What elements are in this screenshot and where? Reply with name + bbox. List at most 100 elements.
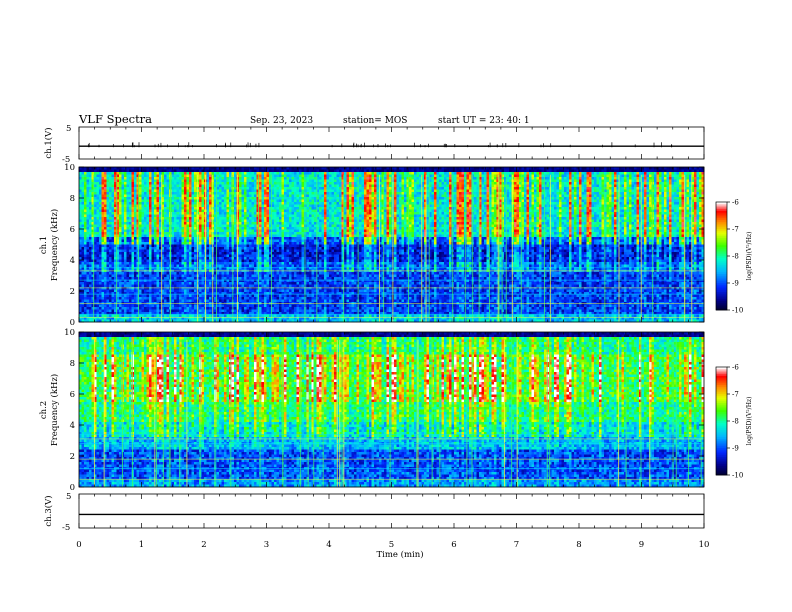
ch1-waveform-ylabel: ch.1(V) — [43, 127, 54, 158]
spectrogram-cell — [129, 245, 132, 248]
spectrogram-cell — [109, 225, 112, 228]
spectrogram-cell — [107, 257, 110, 260]
spectrogram-cell — [94, 217, 97, 220]
spectrogram-cell — [82, 220, 85, 223]
spectrogram-cell — [124, 205, 127, 208]
spectrogram-cell — [119, 212, 122, 215]
spectrogram-cell — [79, 220, 82, 223]
spectrogram-cell — [122, 210, 125, 213]
spectrogram-cell — [122, 202, 125, 205]
spectrogram-cell — [119, 210, 122, 213]
spectrogram-cell — [107, 185, 110, 188]
spectrogram-cell — [109, 215, 112, 218]
spectrogram-cell — [82, 205, 85, 208]
spectrogram-cell — [112, 307, 115, 310]
spectrogram-cell — [84, 295, 87, 298]
spectrogram-cell — [127, 205, 130, 208]
spectrogram-cell — [84, 272, 87, 275]
spectrogram-cell — [87, 210, 90, 213]
spectrogram-cell — [127, 197, 130, 200]
spectrogram-cell — [124, 282, 127, 285]
spectrogram-cell — [112, 232, 115, 235]
spectrogram-cell — [109, 237, 112, 240]
spectrogram-cell — [94, 222, 97, 225]
spectrogram-cell — [122, 167, 125, 170]
spectrogram-cell — [127, 257, 130, 260]
spectrogram-cell — [99, 207, 102, 210]
spectrogram-cell — [119, 285, 122, 288]
spectrogram-cell — [109, 255, 112, 258]
spectrogram-cell — [109, 265, 112, 268]
spectrogram-cell — [89, 250, 92, 253]
spectrogram-cell — [97, 260, 100, 263]
spectrogram-cell — [124, 217, 127, 220]
spectrogram-cell — [124, 197, 127, 200]
spectrogram-cell — [129, 287, 132, 290]
spectrogram-cell — [109, 275, 112, 278]
spectrogram-cell — [99, 310, 102, 313]
spectrogram-cell — [132, 177, 135, 180]
spectrogram-cell — [129, 310, 132, 313]
vlf-figure: VLF Spectra Sep. 23, 2023 station= MOS s… — [0, 0, 792, 612]
spectrogram-cell — [99, 275, 102, 278]
spectrogram-cell — [124, 230, 127, 233]
spectrogram-cell — [119, 305, 122, 308]
spectrogram-cell — [82, 310, 85, 313]
spectrogram-cell — [84, 200, 87, 203]
spectrogram-cell — [104, 307, 107, 310]
spectrogram-cell — [94, 272, 97, 275]
spectrogram-cell — [89, 202, 92, 205]
figure-title: VLF Spectra — [78, 112, 152, 126]
spectrogram-cell — [109, 287, 112, 290]
spectrogram-cell — [107, 190, 110, 193]
spectrogram-cell — [109, 307, 112, 310]
spectrogram-cell — [109, 187, 112, 190]
spectrogram-cell — [109, 245, 112, 248]
spectrogram-cell — [129, 185, 132, 188]
spectrogram-cell — [94, 205, 97, 208]
spectrogram-cell — [89, 255, 92, 258]
spectrogram-cell — [112, 272, 115, 275]
spectrogram-cell — [89, 265, 92, 268]
spectrogram-cell — [107, 235, 110, 238]
spectrogram-cell — [119, 235, 122, 238]
spectrogram-cell — [94, 245, 97, 248]
spectrogram-cell — [107, 180, 110, 183]
spectrogram-cell — [114, 170, 117, 173]
spectrogram-cell — [127, 287, 130, 290]
spectrogram-cell — [84, 245, 87, 248]
spectrogram-cell — [84, 170, 87, 173]
spectrogram-cell — [127, 272, 130, 275]
spectrogram-cell — [89, 257, 92, 260]
spectrogram-cell — [124, 297, 127, 300]
spectrogram-cell — [119, 250, 122, 253]
spectrogram-cell — [124, 265, 127, 268]
spectrogram-cell — [79, 262, 82, 265]
spectrogram-cell — [97, 287, 100, 290]
spectrogram-cell — [124, 222, 127, 225]
spectrogram-cell — [119, 252, 122, 255]
spectrogram-cell — [94, 250, 97, 253]
spectrogram-cell — [94, 187, 97, 190]
spectrogram-cell — [82, 192, 85, 195]
spectrogram-cell — [82, 265, 85, 268]
spectrogram-cell — [129, 265, 132, 268]
spectrogram-cell — [127, 170, 130, 173]
spectrogram-cell — [119, 315, 122, 318]
ch1-spectrogram-image — [79, 167, 704, 322]
spectrogram-cell — [79, 200, 82, 203]
spectrogram-cell — [129, 275, 132, 278]
spectrogram-cell — [82, 215, 85, 218]
spectrogram-cell — [127, 255, 130, 258]
spectrogram-cell — [112, 275, 115, 278]
spectrogram-cell — [112, 250, 115, 253]
spectrogram-cell — [119, 277, 122, 280]
spectrogram-cell — [129, 170, 132, 173]
spectrogram-cell — [122, 272, 125, 275]
spectrogram-cell — [132, 172, 135, 175]
spectrogram-cell — [104, 167, 107, 170]
spectrogram-cell — [79, 225, 82, 228]
spectrogram-cell — [99, 255, 102, 258]
spectrogram-cell — [127, 215, 130, 218]
spectrogram-cell — [109, 210, 112, 213]
